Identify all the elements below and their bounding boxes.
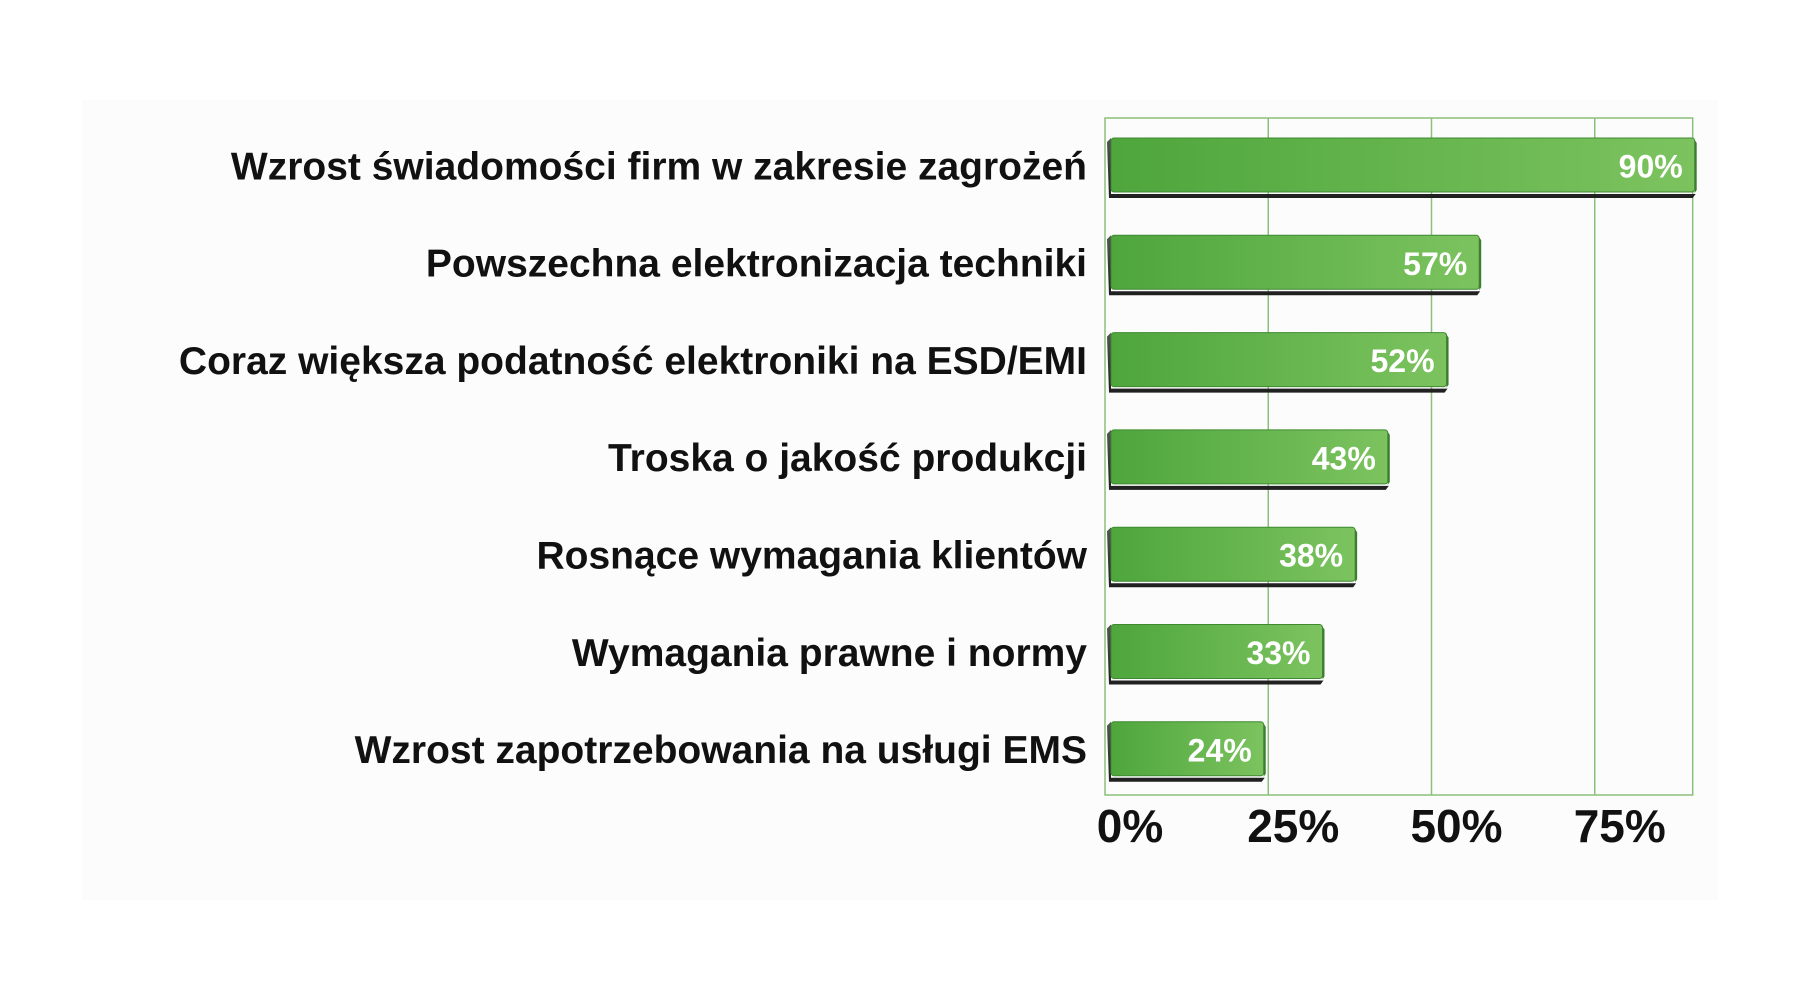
bar-5 [1107,526,1358,588]
bar-layer: 90% 57% 52% 43% 38% 33% 24% [1107,137,1697,782]
category-label-6: Wymagania prawne i normy [572,632,1087,675]
category-label-5: Rosnące wymagania klientów [536,534,1087,577]
x-tick-label-50: 50% [1410,800,1502,852]
bar-3 [1107,332,1449,393]
category-label-7: Wzrost zapotrzebowania na usługi EMS [355,729,1087,772]
x-tick-label-0: 0% [1097,800,1163,852]
bar-7 [1107,721,1266,782]
bar-bevel [1446,334,1449,388]
value-label-5: 38% [1279,538,1343,574]
x-tick-label-75: 75% [1574,800,1666,852]
bar-rect [1110,137,1696,193]
category-label-3: Coraz większa podatność elektroniki na E… [179,340,1087,383]
bar-bevel [1479,237,1482,291]
value-label-4: 43% [1312,440,1376,476]
value-label-3: 52% [1371,343,1435,379]
value-label-1: 90% [1619,148,1683,184]
category-label-4: Troska o jakość produkcji [608,437,1087,480]
category-label-layer: Wzrost świadomości firm w zakresie zagro… [179,145,1088,772]
x-tick-label-25: 25% [1247,800,1339,852]
bar-bevel [1322,626,1325,680]
category-label-1: Wzrost świadomości firm w zakresie zagro… [231,145,1087,188]
x-tick-label-layer: 0% 25% 50% 75% [1097,800,1666,852]
bar-6 [1107,624,1325,685]
bar-bevel [1355,529,1358,583]
bar-bevel [1694,140,1697,193]
plot-frame [1104,117,1694,796]
bar-bevel [1263,723,1266,777]
bar-4 [1107,429,1390,490]
value-label-2: 57% [1403,246,1467,282]
bar-bevel [1387,431,1390,485]
bar-1 [1107,137,1697,198]
category-label-2: Powszechna elektronizacja techniki [426,243,1087,286]
bar-2 [1107,234,1482,296]
value-label-6: 33% [1246,635,1310,671]
chart-background [82,100,1718,900]
value-label-7: 24% [1188,732,1252,768]
